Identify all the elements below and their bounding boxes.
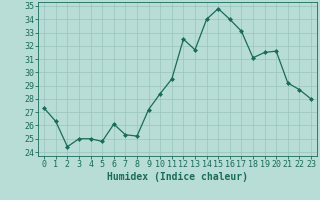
X-axis label: Humidex (Indice chaleur): Humidex (Indice chaleur) [107, 172, 248, 182]
